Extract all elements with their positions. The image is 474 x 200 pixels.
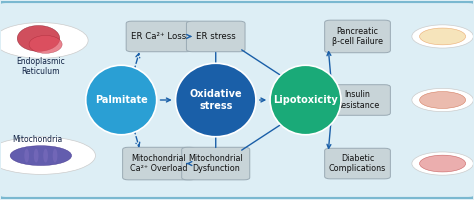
- Text: Endoplasmic
Reticulum: Endoplasmic Reticulum: [17, 57, 65, 76]
- Ellipse shape: [86, 65, 156, 135]
- FancyBboxPatch shape: [186, 21, 245, 52]
- Ellipse shape: [43, 149, 48, 163]
- Text: Palmitate: Palmitate: [95, 95, 147, 105]
- Text: ER Ca²⁺ Loss: ER Ca²⁺ Loss: [131, 32, 187, 41]
- FancyBboxPatch shape: [325, 85, 391, 115]
- Ellipse shape: [270, 65, 341, 135]
- Text: Diabetic
Complications: Diabetic Complications: [329, 154, 386, 173]
- FancyBboxPatch shape: [325, 148, 391, 179]
- Ellipse shape: [53, 149, 57, 163]
- FancyBboxPatch shape: [182, 147, 250, 180]
- Ellipse shape: [29, 35, 62, 53]
- Ellipse shape: [24, 149, 29, 163]
- Text: Oxidative
stress: Oxidative stress: [190, 89, 242, 111]
- Ellipse shape: [412, 25, 474, 48]
- Ellipse shape: [419, 28, 465, 45]
- Ellipse shape: [419, 155, 465, 172]
- FancyBboxPatch shape: [126, 21, 192, 52]
- Text: Mitochondrial
Ca²⁺ Overload: Mitochondrial Ca²⁺ Overload: [130, 154, 188, 173]
- FancyBboxPatch shape: [123, 147, 195, 180]
- Ellipse shape: [412, 152, 474, 175]
- Ellipse shape: [17, 26, 60, 51]
- Text: Pancreatic
β-cell Failure: Pancreatic β-cell Failure: [332, 27, 383, 46]
- Ellipse shape: [34, 149, 38, 163]
- Text: Lipotoxicity: Lipotoxicity: [273, 95, 338, 105]
- Text: ER stress: ER stress: [196, 32, 236, 41]
- Ellipse shape: [175, 63, 256, 137]
- Text: Insulin
Resistance: Insulin Resistance: [336, 90, 379, 110]
- FancyBboxPatch shape: [325, 20, 391, 53]
- Text: Mitochondria: Mitochondria: [12, 135, 63, 144]
- Text: Mitochondrial
Dysfunction: Mitochondrial Dysfunction: [188, 154, 243, 173]
- Ellipse shape: [0, 23, 88, 58]
- Ellipse shape: [419, 92, 465, 108]
- Ellipse shape: [412, 88, 474, 112]
- Ellipse shape: [10, 146, 72, 166]
- Ellipse shape: [0, 137, 95, 174]
